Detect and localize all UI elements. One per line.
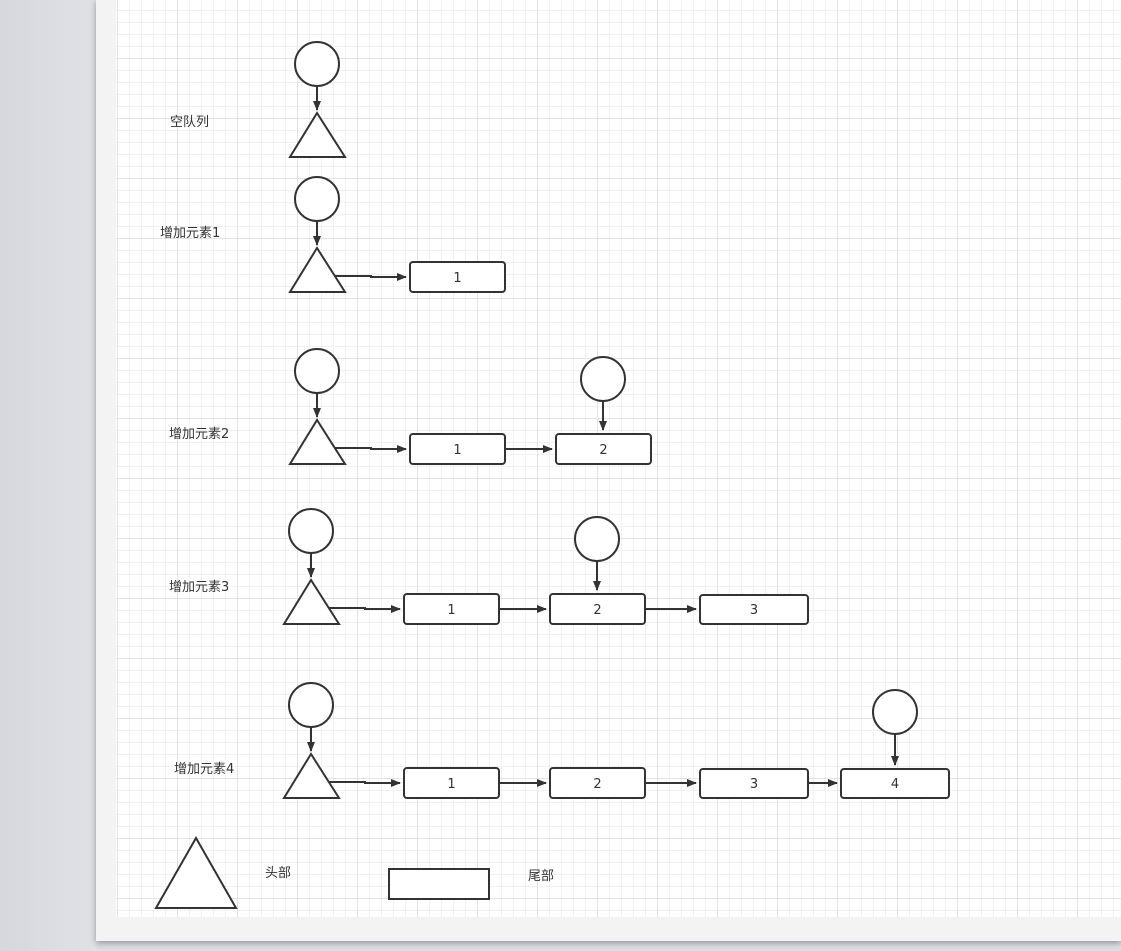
link-arrow (329, 605, 401, 613)
head-triangle[interactable] (288, 418, 347, 465)
left-gutter (0, 0, 96, 951)
queue-node-value: 1 (453, 271, 461, 286)
head-pointer-circle[interactable] (294, 348, 340, 394)
head-pointer-circle[interactable] (294, 41, 340, 87)
queue-node-value: 4 (891, 777, 899, 792)
queue-node[interactable] (409, 261, 506, 293)
link-arrow (335, 445, 407, 453)
legend-head-triangle[interactable] (154, 835, 238, 909)
tail-pointer-circle[interactable] (872, 689, 918, 735)
row-add-4: 增加元素4 1 2 3 4 (174, 682, 950, 799)
queue-node[interactable] (699, 594, 809, 625)
row-add-3: 增加元素3 1 2 3 (169, 508, 809, 625)
legend-head-label: 头部 (265, 866, 291, 881)
queue-node-value: 2 (593, 777, 601, 792)
legend: 头部 尾部 (154, 835, 554, 909)
queue-node-value: 2 (593, 603, 601, 618)
queue-node-value: 1 (447, 777, 455, 792)
head-triangle[interactable] (282, 578, 341, 625)
row-label-empty-queue: 空队列 (170, 115, 209, 130)
head-triangle[interactable] (282, 752, 341, 799)
tail-pointer-circle[interactable] (580, 356, 626, 402)
queue-node[interactable] (555, 433, 652, 465)
legend-tail-label: 尾部 (528, 869, 554, 884)
head-pointer-circle[interactable] (288, 682, 334, 728)
head-pointer-circle[interactable] (288, 508, 334, 554)
tail-pointer-circle[interactable] (574, 516, 620, 562)
queue-node-value: 1 (447, 603, 455, 618)
row-label-add-2: 增加元素2 (169, 427, 229, 442)
row-label-add-1: 增加元素1 (160, 226, 220, 241)
queue-node-value: 3 (750, 777, 758, 792)
queue-node-value: 3 (750, 603, 758, 618)
queue-node-value: 2 (599, 443, 607, 458)
link-arrow (335, 273, 407, 281)
row-label-add-3: 增加元素3 (169, 580, 229, 595)
row-label-add-4: 增加元素4 (174, 762, 234, 777)
head-triangle[interactable] (288, 246, 347, 293)
row-add-1: 增加元素1 1 (160, 176, 506, 293)
head-triangle[interactable] (288, 111, 347, 158)
row-empty-queue: 空队列 (170, 41, 347, 158)
diagram-canvas[interactable] (116, 0, 1121, 917)
row-add-2: 增加元素2 1 2 (169, 348, 652, 465)
head-pointer-circle[interactable] (294, 176, 340, 222)
queue-node[interactable] (840, 768, 950, 799)
link-arrow (329, 779, 401, 787)
legend-tail-rect[interactable] (388, 868, 490, 900)
queue-node-value: 1 (453, 443, 461, 458)
